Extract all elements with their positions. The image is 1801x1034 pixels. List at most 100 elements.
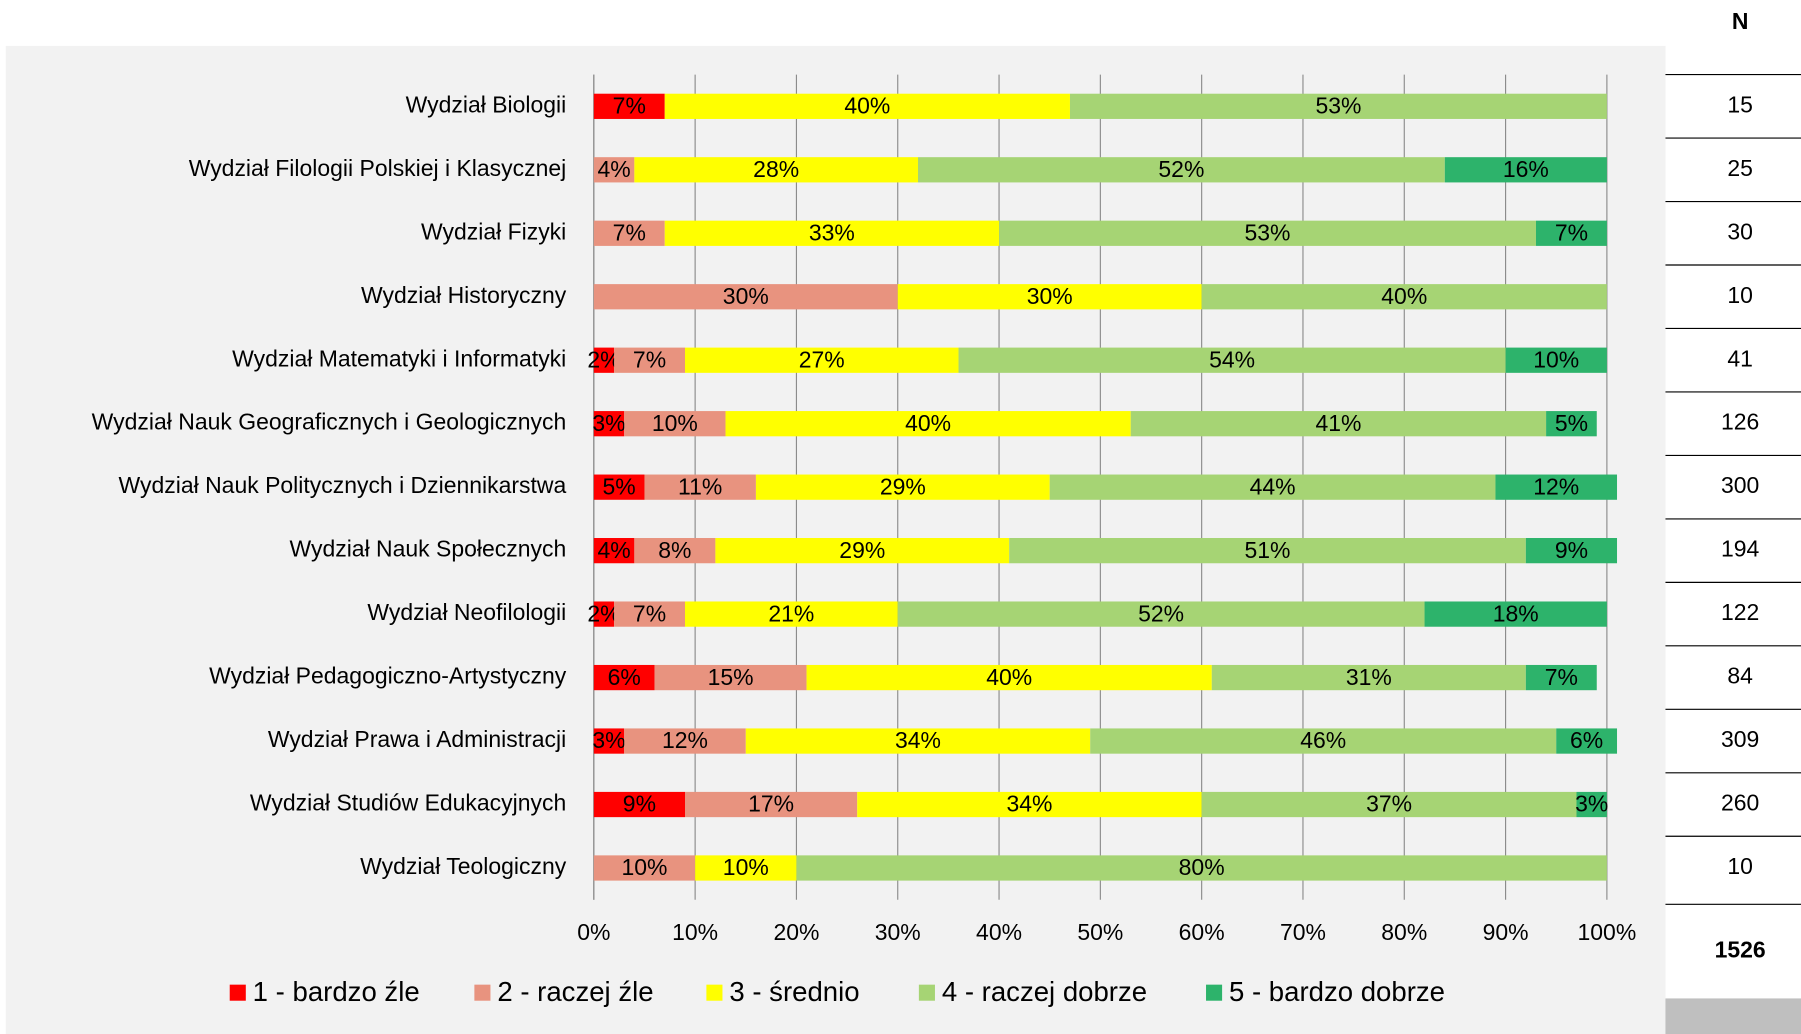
n-value: 260 <box>1721 790 1759 816</box>
data-label: 4% <box>597 156 630 182</box>
n-value: 25 <box>1727 155 1753 181</box>
data-label: 7% <box>1555 219 1588 245</box>
bar-segment <box>644 474 756 500</box>
bar-segment <box>1130 411 1547 437</box>
bar-segment <box>1069 93 1607 119</box>
x-tick-label: 70% <box>1280 919 1326 945</box>
x-tick-label: 0% <box>577 919 610 945</box>
bar-segment <box>593 284 898 310</box>
n-value: 122 <box>1721 599 1759 625</box>
bar-segment <box>695 855 797 881</box>
bar-segment <box>1505 347 1607 373</box>
bar-segment <box>745 728 1091 754</box>
bar-segment <box>634 157 919 183</box>
y-tick-label: Wydział Matematyki i Informatyki <box>232 345 566 371</box>
data-label: 12% <box>662 727 708 753</box>
data-label: 52% <box>1138 600 1184 626</box>
bar-segment <box>1049 474 1496 500</box>
legend-label: 1 - bardzo źle <box>253 976 420 1007</box>
data-label: 53% <box>1315 93 1361 119</box>
data-label: 30% <box>1027 283 1073 309</box>
data-label: 33% <box>809 219 855 245</box>
bar-segment <box>1201 791 1577 818</box>
bar-segment <box>664 93 1070 119</box>
data-label: 21% <box>768 600 814 626</box>
bar-segment <box>593 791 686 818</box>
data-label: 53% <box>1245 219 1291 245</box>
bar-segment <box>1090 728 1557 754</box>
data-label: 10% <box>723 854 769 880</box>
data-label: 29% <box>880 473 926 499</box>
y-tick-label: Wydział Nauk Społecznych <box>289 536 566 562</box>
bar-segment <box>796 855 1607 881</box>
data-label: 27% <box>799 346 845 372</box>
n-value: 15 <box>1727 91 1753 117</box>
data-label: 34% <box>895 727 941 753</box>
data-label: 9% <box>623 791 656 817</box>
bar-segment <box>685 791 858 818</box>
data-label: 4% <box>597 537 630 563</box>
data-label: 41% <box>1315 410 1361 436</box>
n-value: 300 <box>1721 472 1759 498</box>
n-total: 1526 <box>1715 936 1766 962</box>
data-label: 16% <box>1503 156 1549 182</box>
data-label: 40% <box>1381 283 1427 309</box>
data-label: 10% <box>652 410 698 436</box>
n-header: N <box>1732 8 1749 34</box>
legend-label: 4 - raczej dobrze <box>942 976 1147 1007</box>
data-label: 80% <box>1179 854 1225 880</box>
x-tick-label: 90% <box>1483 919 1529 945</box>
legend-swatch <box>229 984 246 1001</box>
data-label: 6% <box>1570 727 1603 753</box>
bar-segment <box>857 791 1202 818</box>
y-tick-label: Wydział Pedagogiczno-Artystyczny <box>209 663 567 689</box>
bar-segment <box>958 347 1506 373</box>
bar-segment <box>624 728 746 754</box>
data-label: 40% <box>905 410 951 436</box>
data-label: 3% <box>592 410 625 436</box>
bar-segment <box>614 347 686 373</box>
data-label: 3% <box>592 727 625 753</box>
data-label: 28% <box>753 156 799 182</box>
data-label: 30% <box>723 283 769 309</box>
n-value: 41 <box>1727 345 1753 371</box>
bar-segment <box>1525 538 1618 564</box>
data-label: 7% <box>1545 664 1578 690</box>
bar-segment <box>654 664 807 691</box>
x-tick-label: 20% <box>773 919 819 945</box>
legend-label: 2 - raczej źle <box>497 976 653 1007</box>
bar-segment <box>593 411 625 437</box>
bar-segment <box>999 220 1536 246</box>
n-value: 30 <box>1727 218 1753 244</box>
bar-segment <box>725 411 1131 437</box>
bar-segment <box>1201 284 1607 310</box>
data-label: 18% <box>1493 600 1539 626</box>
bar-segment <box>593 855 696 881</box>
x-tick-label: 50% <box>1077 919 1123 945</box>
data-label: 51% <box>1245 537 1291 563</box>
bar-segment <box>593 157 635 183</box>
data-label: 15% <box>708 664 754 690</box>
data-label: 52% <box>1158 156 1204 182</box>
legend-label: 3 - średnio <box>729 976 859 1007</box>
n-value: 10 <box>1727 282 1753 308</box>
n-value: 309 <box>1721 726 1759 752</box>
bar-segment <box>806 664 1212 691</box>
table-footer <box>1665 998 1801 1034</box>
n-value: 10 <box>1727 853 1753 879</box>
legend-label: 5 - bardzo dobrze <box>1229 976 1445 1007</box>
bar-segment <box>593 538 635 564</box>
data-label: 37% <box>1366 791 1412 817</box>
x-tick-label: 10% <box>672 919 718 945</box>
data-label: 29% <box>839 537 885 563</box>
bar-segment <box>685 347 959 373</box>
legend-swatch <box>918 984 935 1001</box>
bar-segment <box>1546 411 1597 437</box>
x-tick-label: 30% <box>875 919 921 945</box>
y-tick-label: Wydział Historyczny <box>361 282 567 308</box>
data-label: 10% <box>621 854 667 880</box>
data-label: 7% <box>613 219 646 245</box>
data-label: 11% <box>678 473 722 499</box>
data-label: 40% <box>986 664 1032 690</box>
